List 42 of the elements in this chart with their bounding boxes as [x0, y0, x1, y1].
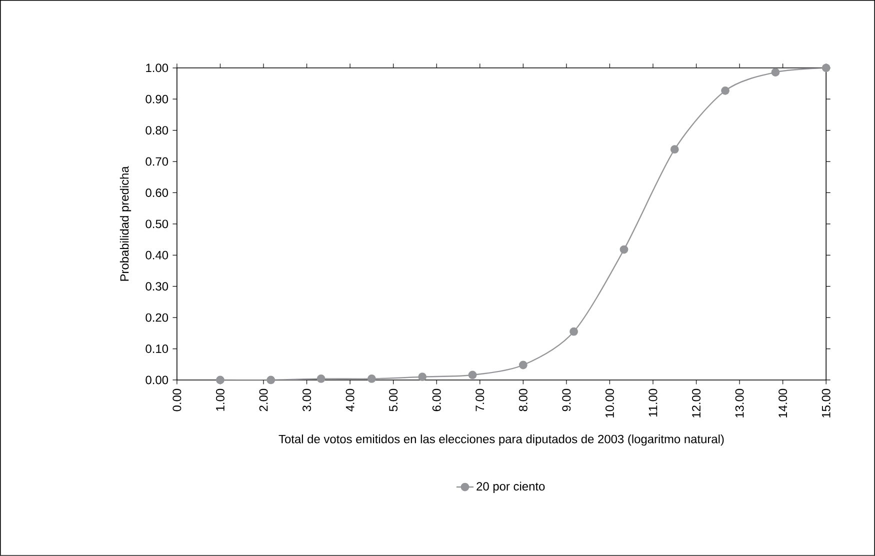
- x-tick-label: 11.00: [648, 388, 658, 417]
- x-tick-label: 14.00: [778, 388, 788, 418]
- legend-label: 20 por ciento: [476, 482, 545, 493]
- x-tick-label: 4.00: [346, 388, 354, 412]
- point: [418, 372, 427, 382]
- y-tick-label: 0.90: [146, 94, 168, 104]
- x-tick-label: 1.00: [216, 388, 224, 411]
- y-tick-label: 0.10: [146, 344, 168, 354]
- y-tick-label: 0.20: [146, 313, 168, 322]
- point: [316, 374, 326, 383]
- x-tick-label: 2.00: [259, 388, 268, 412]
- y-tick-label: 0.00: [146, 376, 168, 384]
- y-tick-label: 0.40: [146, 250, 168, 260]
- y-axis-title: Probabilidad predicha: [120, 166, 132, 281]
- x-tick-label: 6.00: [432, 388, 441, 412]
- x-tick-label: 5.00: [389, 388, 398, 412]
- x-tick-label: 3.00: [302, 388, 312, 412]
- y-tick-label: 0.60: [146, 188, 168, 197]
- point: [367, 374, 376, 383]
- point: [570, 327, 578, 336]
- point: [468, 370, 477, 380]
- x-tick-label: 13.00: [735, 388, 744, 418]
- x-tick-label: 10.00: [605, 388, 614, 418]
- x-tick-label: 15.00: [822, 388, 830, 418]
- point: [620, 245, 628, 254]
- point: [518, 360, 528, 370]
- point: [266, 376, 276, 384]
- point: [822, 64, 830, 72]
- x-axis-title: Total de votos emitidos en las elecciones para diputados de 2003 (logaritmo natural): [278, 434, 724, 446]
- y-tick-label: 0.50: [146, 220, 168, 228]
- y-tick-label: 0.70: [146, 157, 168, 166]
- x-tick-label: 9.00: [562, 388, 571, 412]
- x-tick-label: 12.00: [692, 388, 700, 418]
- y-tick-label: 1.00: [146, 64, 168, 72]
- point: [670, 145, 679, 154]
- y-tick-label: 0.80: [146, 126, 168, 135]
- x-tick-label: 8.00: [518, 388, 528, 412]
- point: [216, 376, 224, 384]
- point: [721, 86, 730, 95]
- y-tick-label: 0.30: [146, 282, 168, 291]
- x-tick-label: 7.00: [476, 388, 484, 412]
- point: [771, 68, 780, 76]
